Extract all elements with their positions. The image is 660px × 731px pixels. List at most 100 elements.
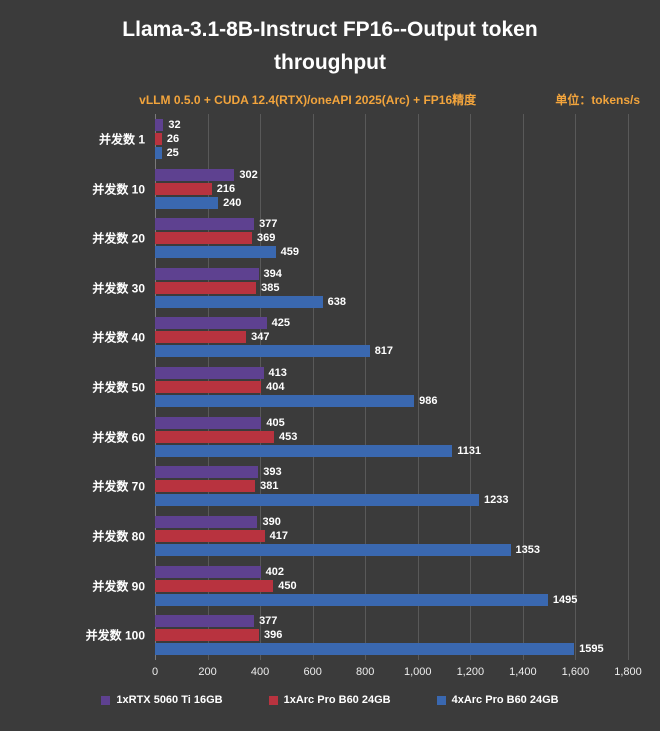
bar-4xarc-pro-b60-24gb <box>155 146 162 159</box>
bar-line: 1131 <box>155 444 628 457</box>
bar-1xarc-pro-b60-24gb <box>155 381 262 394</box>
bar-value: 32 <box>168 118 181 131</box>
x-tick-label: 1,000 <box>404 666 432 679</box>
bar-line: 369 <box>155 232 628 245</box>
legend-label: 1xArc Pro B60 24GB <box>283 694 391 707</box>
gridline <box>470 114 472 661</box>
bar-line: 453 <box>155 430 628 443</box>
unit-label: 单位：tokens/s <box>555 93 640 108</box>
x-tick-label: 200 <box>198 666 217 679</box>
bar-line: 817 <box>155 345 628 358</box>
bar-1xarc-pro-b60-24gb <box>155 182 212 195</box>
bar-line: 347 <box>155 331 628 344</box>
bar-1xrtx-5060-ti-16gb <box>155 416 262 429</box>
bar-line: 404 <box>155 381 628 394</box>
subtitle-row: vLLM 0.5.0 + CUDA 12.4(RTX)/oneAPI 2025(… <box>70 91 640 108</box>
legend: 1xRTX 5060 Ti 16GB 1xArc Pro B60 24GB 4xAr… <box>0 694 660 706</box>
bar-line: 25 <box>155 146 628 159</box>
chart-row: 并发数 60 405 453 1131 <box>92 412 628 462</box>
category-label: 并发数 20 <box>92 231 145 246</box>
bar-value: 404 <box>266 381 285 394</box>
bar-1xarc-pro-b60-24gb <box>155 480 256 493</box>
bar-value: 638 <box>327 295 346 308</box>
gridline <box>522 114 524 661</box>
bar-line: 638 <box>155 295 628 308</box>
plot-area: 并发数 1 32 26 25 并发数 10 302 216 240 并发数 20 377 369 45… <box>86 114 629 661</box>
legend-swatch <box>436 695 446 705</box>
legend-item: 1xArc Pro B60 24GB <box>268 694 391 707</box>
bar-line: 390 <box>155 516 628 529</box>
x-tick-label: 1,800 <box>614 666 642 679</box>
chart-row: 并发数 90 402 450 1495 <box>92 561 628 611</box>
bar-line: 425 <box>155 317 628 330</box>
bar-value: 396 <box>264 629 283 642</box>
bar-value: 240 <box>223 196 242 209</box>
bar-4xarc-pro-b60-24gb <box>155 544 511 557</box>
category-label: 并发数 10 <box>92 182 145 197</box>
bar-4xarc-pro-b60-24gb <box>155 444 453 457</box>
bar-1xrtx-5060-ti-16gb <box>155 218 255 231</box>
category-label: 并发数 90 <box>92 579 145 594</box>
bar-value: 417 <box>269 530 288 543</box>
bar-line: 377 <box>155 218 628 231</box>
x-tick-label: 800 <box>356 666 375 679</box>
chart-row: 并发数 10 302 216 240 <box>92 164 628 214</box>
gridline <box>312 114 314 661</box>
bar-1xrtx-5060-ti-16gb <box>155 367 264 380</box>
bar-line: 1495 <box>155 593 628 606</box>
chart-row: 并发数 70 393 381 1233 <box>92 462 628 512</box>
bar-value: 405 <box>266 416 285 429</box>
bar-value: 1353 <box>515 544 541 557</box>
bar-1xarc-pro-b60-24gb <box>155 331 247 344</box>
gridline <box>417 114 419 661</box>
bar-4xarc-pro-b60-24gb <box>155 643 575 656</box>
bar-1xrtx-5060-ti-16gb <box>155 317 267 330</box>
bar-4xarc-pro-b60-24gb <box>155 345 370 358</box>
bar-value: 817 <box>374 345 394 358</box>
bar-value: 302 <box>239 168 258 181</box>
category-label: 并发数 60 <box>92 430 145 445</box>
bar-line: 377 <box>155 615 628 628</box>
bar-value: 347 <box>251 331 270 344</box>
bar-value: 381 <box>260 480 279 493</box>
bar-1xarc-pro-b60-24gb <box>155 530 265 543</box>
bar-value: 377 <box>259 218 278 231</box>
bar-value: 1595 <box>579 643 604 656</box>
bar-line: 459 <box>155 246 628 259</box>
bar-4xarc-pro-b60-24gb <box>155 246 276 259</box>
chart-row: 并发数 40 425 347 817 <box>92 313 628 363</box>
bar-4xarc-pro-b60-24gb <box>155 593 548 606</box>
legend-label: 4xArc Pro B60 24GB <box>451 694 559 707</box>
x-tick-label: 600 <box>303 666 322 679</box>
category-label: 并发数 100 <box>85 628 145 643</box>
bar-4xarc-pro-b60-24gb <box>155 395 415 408</box>
bar-value: 1495 <box>552 593 578 606</box>
bar-line: 393 <box>155 466 628 479</box>
legend-item: 1xRTX 5060 Ti 16GB <box>101 694 223 706</box>
x-tick-label: 0 <box>151 666 159 679</box>
legend-item: 4xArc Pro B60 24GB <box>436 694 559 707</box>
bar-value: 26 <box>166 132 180 145</box>
bar-value: 402 <box>265 565 284 578</box>
bar-value: 425 <box>271 317 291 330</box>
chart-subtitle: vLLM 0.5.0 + CUDA 12.4(RTX)/oneAPI 2025(… <box>139 93 477 108</box>
bar-1xrtx-5060-ti-16gb <box>155 565 261 578</box>
bar-1xrtx-5060-ti-16gb <box>155 615 255 628</box>
chart-row: 并发数 1 32 26 25 <box>99 114 628 164</box>
bar-line: 405 <box>155 416 628 429</box>
chart-rows: 并发数 1 32 26 25 并发数 10 302 216 240 并发数 20 377 369 45… <box>86 114 628 660</box>
chart-row: 并发数 50 413 404 986 <box>92 362 628 412</box>
bar-line: 216 <box>155 182 628 195</box>
bar-line: 1233 <box>155 494 628 507</box>
bar-4xarc-pro-b60-24gb <box>155 196 219 209</box>
bar-1xrtx-5060-ti-16gb <box>155 118 164 131</box>
bar-1xarc-pro-b60-24gb <box>155 629 260 642</box>
bar-value: 216 <box>216 182 236 195</box>
chart-row: 并发数 30 394 385 638 <box>92 263 628 313</box>
bar-value: 390 <box>262 516 281 529</box>
category-label: 并发数 40 <box>92 330 145 345</box>
bar-1xarc-pro-b60-24gb <box>155 132 162 145</box>
x-tick-label: 1,400 <box>509 666 537 679</box>
bar-line: 302 <box>155 168 628 181</box>
